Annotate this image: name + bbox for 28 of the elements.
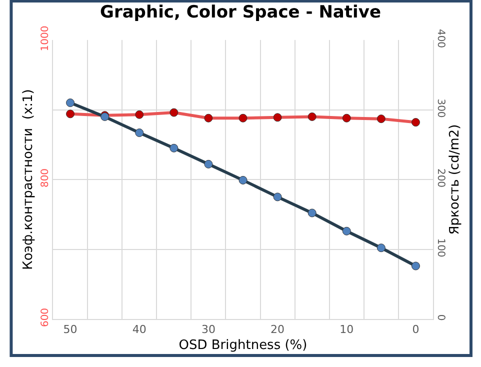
point (66, 98, 75, 108)
y-tick-label: 800 (40, 168, 51, 188)
point (204, 160, 213, 168)
x-tick-label: 50 (63, 323, 78, 336)
point (411, 262, 420, 270)
y2-tick-label: 100 (435, 238, 446, 258)
y-tick-label: 1000 (40, 26, 51, 52)
y2-tick-label: 200 (435, 168, 446, 188)
y2-tick-label: 400 (435, 28, 446, 48)
point (376, 244, 386, 252)
chart-title: Graphic, Color Space - Native (100, 2, 381, 22)
point (273, 192, 282, 202)
x-tick-label: 30 (201, 323, 216, 336)
y2-tick-label: 300 (435, 98, 446, 118)
y-axis-title: Коэф.контрастности (x:1) (20, 89, 36, 270)
x-axis-title: OSD Brightness (%) (178, 338, 308, 353)
x-tick-label: 0 (412, 323, 420, 336)
point (170, 144, 178, 152)
y2-axis-title: Яркость (cd/m2) (448, 124, 463, 235)
y-tick-label: 600 (40, 308, 51, 328)
point (342, 226, 351, 236)
y2-tick-label: 0 (435, 314, 446, 321)
point (238, 176, 248, 184)
point (308, 208, 316, 218)
point (135, 128, 144, 138)
x-tick-label: 20 (270, 323, 285, 336)
x-tick-label: 10 (340, 323, 354, 336)
x-tick-label: 40 (132, 323, 146, 336)
